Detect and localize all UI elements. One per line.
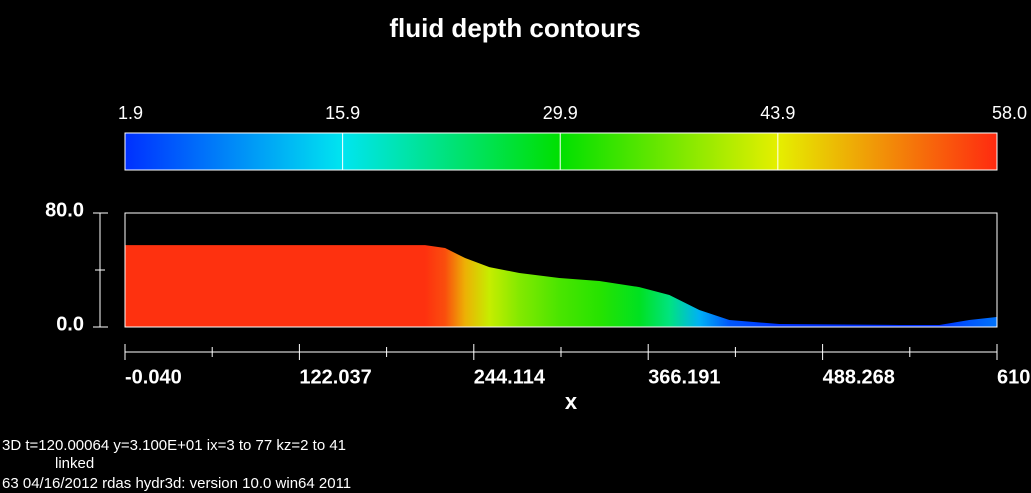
x-tick-label: -0.040 <box>125 366 182 388</box>
x-tick-label: 366.191 <box>648 366 720 388</box>
colorbar-tick-label: 1.9 <box>118 103 143 123</box>
colorbar-tick-label: 29.9 <box>543 103 578 123</box>
chart-title: fluid depth contours <box>389 13 640 43</box>
colorbar-tick-label: 15.9 <box>325 103 360 123</box>
depth-area <box>125 245 997 327</box>
x-axis-label: x <box>565 389 578 414</box>
plot-frame <box>124 212 998 328</box>
footer-line: 63 04/16/2012 rdas hydr3d: version 10.0 … <box>2 475 351 492</box>
y-tick-label: 80.0 <box>45 199 84 221</box>
footer-line: 3D t=120.00064 y=3.100E+01 ix=3 to 77 kz… <box>2 437 346 454</box>
x-tick-label: 122.037 <box>299 366 371 388</box>
colorbar <box>124 132 998 171</box>
y-tick-label: 0.0 <box>56 313 84 335</box>
colorbar-tick-label: 58.0 <box>992 103 1027 123</box>
x-tick-label: 488.268 <box>823 366 895 388</box>
x-tick-label: 244.114 <box>474 366 546 388</box>
colorbar-tick-label: 43.9 <box>760 103 795 123</box>
x-tick-label: 610. <box>997 366 1031 388</box>
footer-line: linked <box>55 455 94 472</box>
